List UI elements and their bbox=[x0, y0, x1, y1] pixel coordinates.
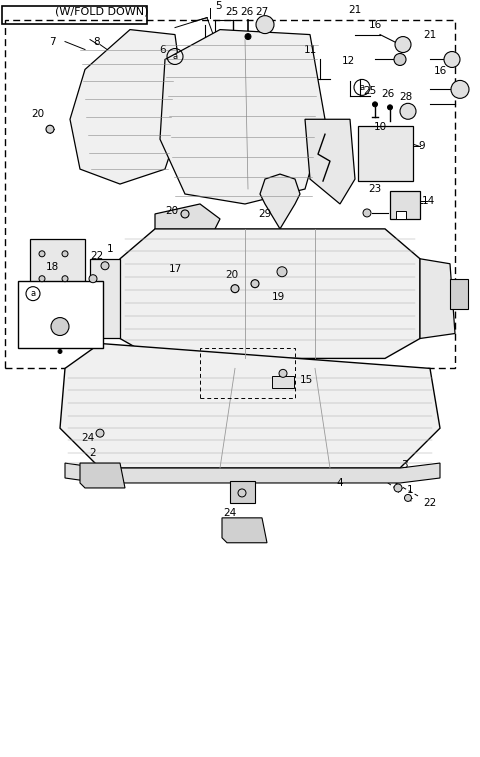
Text: 26: 26 bbox=[382, 89, 395, 99]
Bar bbox=[2, 6, 147, 23]
Text: 23: 23 bbox=[368, 184, 382, 194]
Text: 19: 19 bbox=[271, 291, 285, 301]
Polygon shape bbox=[80, 463, 125, 488]
Text: 1: 1 bbox=[107, 244, 113, 254]
Bar bbox=[450, 279, 468, 309]
Circle shape bbox=[62, 251, 68, 257]
Polygon shape bbox=[70, 30, 185, 184]
Text: a: a bbox=[172, 52, 178, 61]
Circle shape bbox=[238, 489, 246, 497]
Text: 20: 20 bbox=[31, 109, 45, 120]
Text: 16: 16 bbox=[368, 20, 382, 30]
Circle shape bbox=[245, 33, 251, 39]
Polygon shape bbox=[65, 463, 440, 483]
Polygon shape bbox=[155, 249, 205, 269]
Polygon shape bbox=[160, 30, 325, 204]
Circle shape bbox=[400, 104, 416, 120]
Circle shape bbox=[58, 350, 62, 354]
Text: 9: 9 bbox=[419, 141, 425, 151]
Polygon shape bbox=[90, 259, 120, 338]
Bar bbox=[358, 126, 413, 181]
Circle shape bbox=[89, 275, 97, 282]
Bar bbox=[30, 239, 85, 294]
Text: a: a bbox=[360, 83, 365, 92]
Circle shape bbox=[372, 102, 377, 107]
Text: 17: 17 bbox=[168, 263, 181, 274]
Text: 20: 20 bbox=[226, 269, 239, 280]
Text: 6: 6 bbox=[160, 45, 166, 55]
Text: 2: 2 bbox=[90, 448, 96, 458]
Circle shape bbox=[256, 16, 274, 33]
Polygon shape bbox=[60, 344, 440, 468]
Text: 18: 18 bbox=[46, 262, 59, 272]
Circle shape bbox=[231, 285, 239, 293]
Text: 22: 22 bbox=[90, 251, 104, 261]
Bar bbox=[5, 20, 455, 369]
Text: 24: 24 bbox=[223, 508, 237, 518]
Text: 11: 11 bbox=[303, 45, 317, 55]
Bar bbox=[390, 191, 420, 219]
Text: 26: 26 bbox=[240, 7, 253, 17]
Bar bbox=[396, 211, 406, 219]
Circle shape bbox=[39, 251, 45, 257]
Bar bbox=[18, 281, 103, 348]
Circle shape bbox=[96, 429, 104, 437]
Text: 25: 25 bbox=[226, 7, 239, 17]
Circle shape bbox=[101, 262, 109, 269]
Bar bbox=[230, 481, 255, 503]
Circle shape bbox=[62, 276, 68, 282]
Circle shape bbox=[39, 276, 45, 282]
Text: 16: 16 bbox=[433, 67, 446, 76]
Text: 5: 5 bbox=[459, 288, 465, 299]
Text: 14: 14 bbox=[421, 196, 434, 206]
Circle shape bbox=[51, 318, 69, 335]
Circle shape bbox=[277, 266, 287, 277]
Text: 20: 20 bbox=[166, 206, 179, 216]
Text: 29: 29 bbox=[258, 209, 272, 219]
Circle shape bbox=[405, 494, 411, 501]
Polygon shape bbox=[120, 229, 420, 358]
Text: (W/FOLD DOWN): (W/FOLD DOWN) bbox=[55, 7, 148, 17]
Circle shape bbox=[46, 125, 54, 133]
Text: 8: 8 bbox=[94, 36, 100, 46]
Text: 21: 21 bbox=[348, 5, 361, 14]
Text: 22: 22 bbox=[423, 498, 437, 508]
Circle shape bbox=[394, 484, 402, 492]
Text: 25: 25 bbox=[363, 86, 377, 96]
Text: 21: 21 bbox=[423, 30, 437, 39]
Text: 6: 6 bbox=[453, 301, 459, 312]
Text: 27: 27 bbox=[255, 7, 269, 17]
Circle shape bbox=[387, 104, 393, 110]
Text: a: a bbox=[30, 289, 36, 298]
Circle shape bbox=[394, 54, 406, 65]
Bar bbox=[200, 348, 295, 398]
Circle shape bbox=[444, 51, 460, 67]
Text: 5: 5 bbox=[215, 1, 221, 11]
Polygon shape bbox=[420, 259, 455, 338]
Circle shape bbox=[451, 80, 469, 98]
Polygon shape bbox=[222, 518, 267, 543]
Polygon shape bbox=[260, 174, 300, 229]
Text: 13: 13 bbox=[46, 284, 59, 294]
Circle shape bbox=[363, 209, 371, 217]
Polygon shape bbox=[305, 120, 355, 204]
Text: 4: 4 bbox=[336, 478, 343, 488]
Circle shape bbox=[251, 279, 259, 288]
Text: 15: 15 bbox=[300, 375, 312, 385]
Circle shape bbox=[181, 210, 189, 218]
Circle shape bbox=[395, 36, 411, 52]
Circle shape bbox=[279, 369, 287, 377]
Text: 3: 3 bbox=[401, 460, 408, 470]
Bar bbox=[272, 376, 294, 388]
Text: 12: 12 bbox=[341, 57, 355, 67]
Text: 7: 7 bbox=[48, 36, 55, 46]
Text: 10: 10 bbox=[373, 122, 386, 132]
Text: 1: 1 bbox=[407, 485, 413, 495]
Polygon shape bbox=[155, 204, 220, 249]
Text: 2: 2 bbox=[232, 523, 238, 533]
Text: 24: 24 bbox=[82, 433, 95, 443]
Text: 28: 28 bbox=[399, 92, 413, 102]
